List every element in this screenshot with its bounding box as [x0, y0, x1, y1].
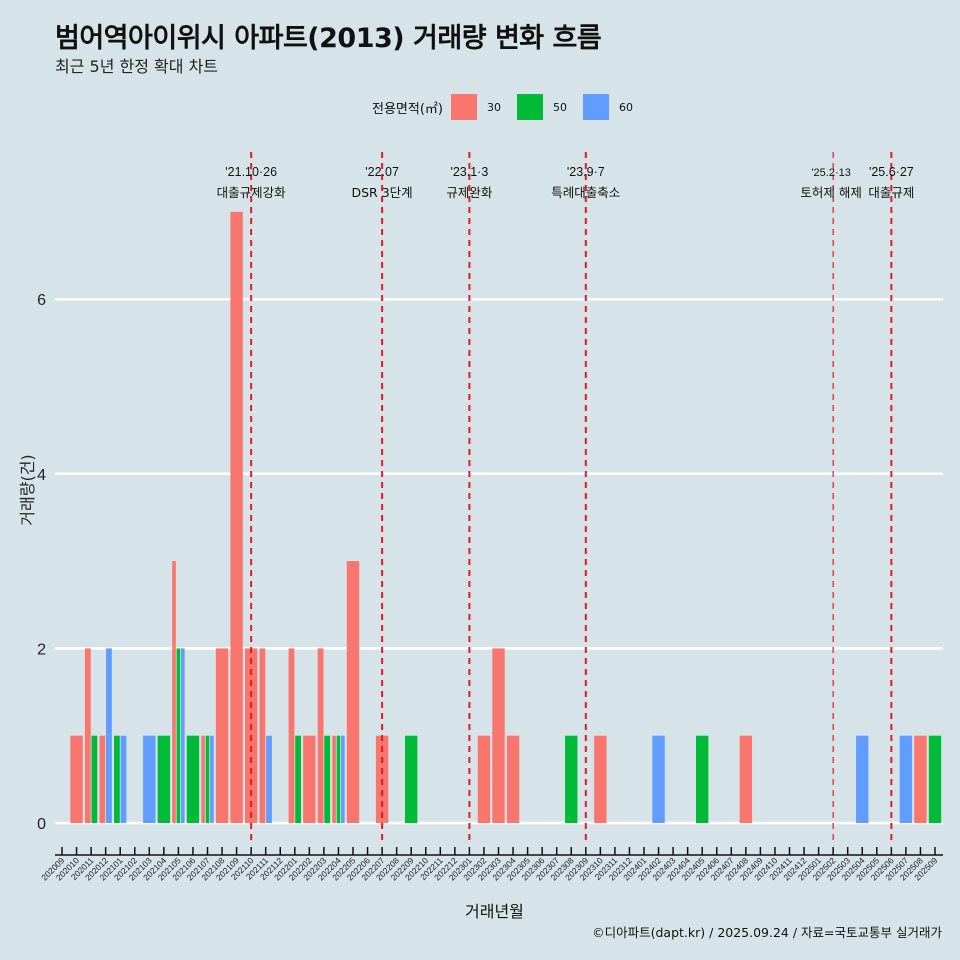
- annotation-date: '21.10·26: [225, 165, 277, 179]
- bar-202101-60: [120, 735, 127, 823]
- annotation-label: 대출규제강화: [217, 185, 287, 200]
- footer-credit: ©디아파트(dapt.kr) / 2025.09.24 / 자료=국토교통부 실…: [592, 925, 942, 940]
- bar-202107-60: [210, 735, 214, 823]
- bar-202012-30: [99, 735, 106, 823]
- bar-202111-60: [266, 735, 272, 823]
- bar-202111-30: [259, 648, 266, 823]
- legend-label-60: 60: [618, 100, 633, 114]
- bar-202204-60: [341, 735, 345, 823]
- bar-202108-30: [215, 648, 229, 823]
- bar-202204-30: [332, 735, 336, 823]
- bar-202310-30: [594, 735, 607, 823]
- bar-202012-60: [106, 648, 112, 823]
- bar-202509-50: [928, 735, 942, 823]
- bar-202106-50: [186, 735, 200, 823]
- annotation-label: 규제완화: [446, 185, 493, 200]
- bar-202504-60: [856, 735, 869, 823]
- annotation-label: DSR 3단계: [352, 185, 413, 200]
- annotation-date: '25.6·27: [869, 165, 914, 179]
- bar-202304-30: [506, 735, 520, 823]
- annotation-label: 대출규제: [868, 185, 914, 200]
- legend-title: 전용면적(㎡): [372, 101, 443, 117]
- legend-label-50: 50: [552, 100, 567, 114]
- y-tick-label: 2: [37, 641, 46, 658]
- bar-202507-60: [899, 735, 913, 823]
- bar-202010-30: [70, 735, 83, 823]
- bar-202201-30: [288, 648, 295, 823]
- chart-title: 범어역아이위시 아파트(2013) 거래량 변화 흐름: [55, 23, 602, 54]
- bar-202109-30: [230, 211, 243, 823]
- bar-202209-50: [405, 735, 418, 823]
- bar-202302-30: [477, 735, 491, 823]
- annotation-label: 특례대출축소: [551, 185, 620, 200]
- bar-202508-30: [914, 735, 927, 823]
- y-tick-label: 4: [37, 467, 46, 484]
- annotation-date: '22.07: [365, 165, 399, 179]
- annotation-date: '23.9·7: [567, 165, 605, 179]
- bar-202205-30: [346, 561, 360, 823]
- legend: 전용면적(㎡) 30 50 60: [372, 93, 649, 121]
- annotation-label: 토허제 해제: [800, 185, 861, 200]
- bar-202204-50: [336, 735, 341, 823]
- bar-202105-30: [172, 561, 176, 823]
- bar-202308-50: [565, 735, 578, 823]
- bar-202201-50: [295, 735, 301, 823]
- y-tick-label: 0: [37, 816, 46, 833]
- bar-202402-60: [652, 735, 665, 823]
- legend-label-30: 30: [486, 100, 501, 114]
- legend-key-50: [516, 94, 543, 120]
- bar-202202-30: [303, 735, 316, 823]
- bar-202405-50: [696, 735, 709, 823]
- annotation-date: '23.1·3: [450, 165, 488, 179]
- bar-202107-50: [205, 735, 210, 823]
- chart-subtitle: 최근 5년 한정 확대 차트: [55, 57, 219, 76]
- bar-202408-30: [739, 735, 753, 823]
- bar-202203-30: [317, 648, 324, 823]
- bar-202011-30: [84, 648, 91, 823]
- bar-202103-60: [143, 735, 156, 823]
- annotation-date: '25.2·13: [811, 167, 850, 179]
- bar-202203-50: [324, 735, 331, 823]
- y-axis-title: 거래량(건): [18, 454, 37, 525]
- y-tick-label: 6: [37, 292, 46, 309]
- legend-key-60: [582, 94, 609, 120]
- bar-202104-50: [157, 735, 171, 823]
- bar-202105-50: [176, 648, 181, 823]
- bar-202303-30: [492, 648, 505, 823]
- legend-key-30: [450, 94, 477, 120]
- bar-202107-30: [201, 735, 205, 823]
- x-axis-title: 거래년월: [465, 902, 524, 921]
- bar-202011-50: [91, 735, 98, 823]
- bar-202101-50: [114, 735, 120, 823]
- bar-202105-60: [181, 648, 185, 823]
